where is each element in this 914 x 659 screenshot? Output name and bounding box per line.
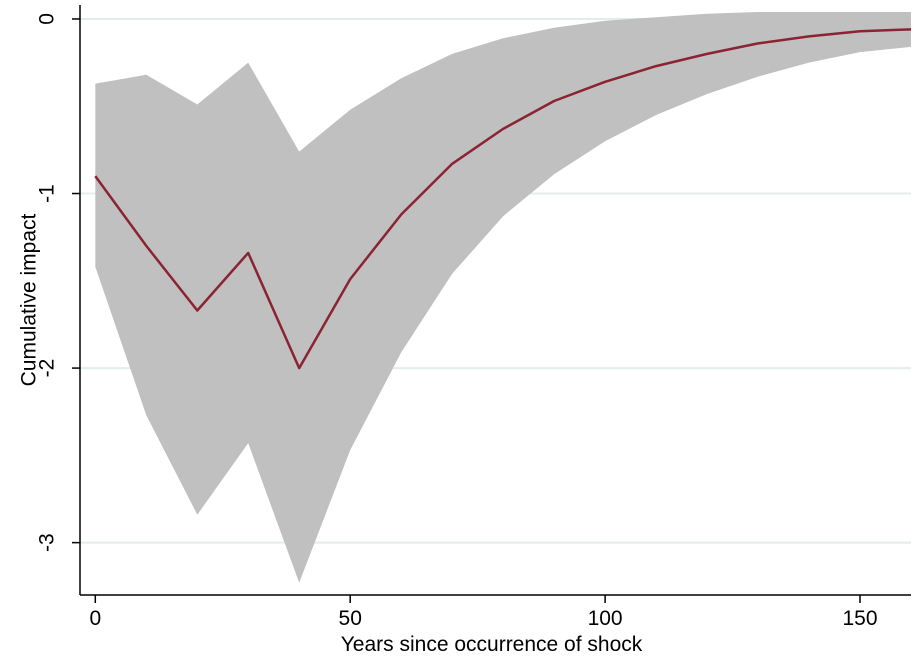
x-tick-label-0: 0	[89, 607, 101, 630]
y-axis-title: Cumulative impact	[18, 213, 41, 386]
impact-line-layer	[94, 28, 912, 370]
cumulative-impact-line	[94, 28, 912, 370]
x-tick-label-3: 150	[842, 607, 877, 630]
x-tick-label-1: 50	[339, 607, 362, 630]
x-axis-title: Years since occurrence of shock	[341, 633, 643, 656]
confidence-band	[95, 12, 912, 583]
axis-labels: Years since occurrence of shock Cumulati…	[18, 213, 643, 656]
axes: 0 -1 -2 -3 0 50 100 150	[36, 5, 911, 630]
y-tick-label-3: -3	[36, 533, 59, 552]
y-tick-label-2: -2	[36, 359, 59, 378]
confidence-band-layer	[95, 12, 912, 583]
y-tick-label-1: -1	[36, 184, 59, 203]
y-tick-label-0: 0	[36, 13, 59, 25]
x-tick-label-2: 100	[588, 607, 623, 630]
